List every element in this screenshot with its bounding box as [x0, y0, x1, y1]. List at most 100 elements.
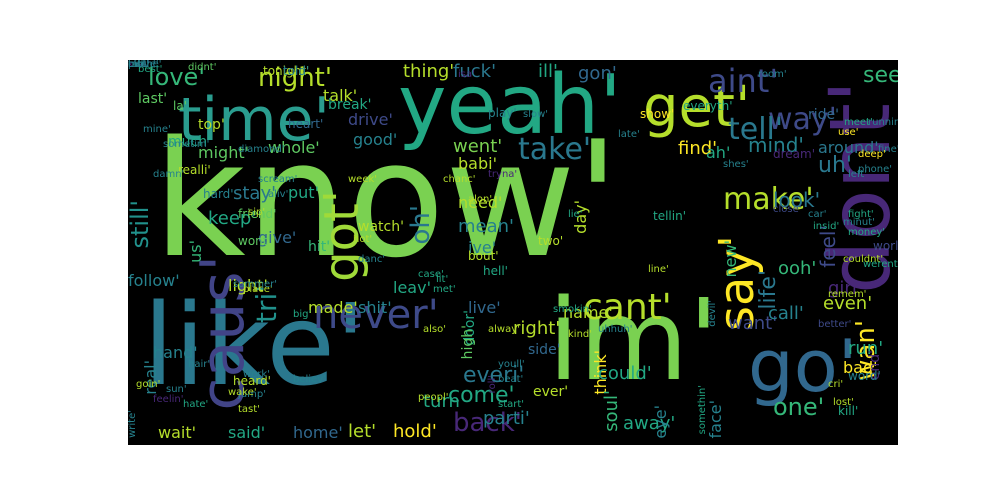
cloud-word: call'	[768, 303, 804, 324]
cloud-word: fine'	[878, 144, 898, 155]
cloud-word: name'	[563, 303, 613, 322]
cloud-word: mine'	[143, 124, 171, 135]
cloud-word: ride'	[808, 107, 839, 123]
cloud-word: could'	[598, 363, 652, 384]
cloud-word: around'	[818, 138, 879, 157]
cloud-word: kind'	[568, 329, 593, 340]
cloud-word: good'	[353, 130, 398, 149]
cloud-word: tast'	[238, 404, 260, 415]
cloud-word: big'	[293, 309, 312, 320]
cloud-word: left'	[848, 169, 867, 180]
cloud-word: last'	[138, 91, 168, 107]
cloud-word: face'	[706, 400, 725, 439]
cloud-word: heard'	[233, 374, 271, 388]
cloud-word: see'	[863, 63, 898, 88]
cloud-word: mind'	[748, 133, 804, 157]
cloud-word: said'	[228, 423, 266, 442]
cloud-word: babi'	[458, 154, 497, 173]
cloud-word: ever'	[533, 384, 569, 400]
cloud-word: sip'	[248, 207, 266, 218]
cloud-word: look'	[773, 188, 821, 212]
cloud-word: bout'	[468, 249, 499, 263]
cloud-word: hell'	[483, 264, 508, 278]
cloud-word: realli'	[178, 163, 211, 177]
cloud-word: find'	[678, 138, 718, 159]
cloud-word: hand'	[153, 343, 198, 362]
cloud-word: bad'	[843, 358, 878, 377]
cloud-word: away'	[623, 413, 676, 434]
cloud-word: way'	[768, 102, 837, 137]
cloud-word: side'	[528, 342, 561, 358]
cloud-word: minut'	[843, 217, 875, 228]
cloud-word: pull'	[128, 60, 149, 70]
cloud-word: leav'	[393, 278, 431, 297]
cloud-word: start'	[498, 399, 525, 410]
cloud-word: everyth'	[683, 99, 733, 113]
cloud-word: uh'	[818, 153, 852, 178]
cloud-word: thing'	[403, 61, 455, 82]
cloud-word: werent'	[863, 259, 898, 270]
cloud-word: yeah'	[398, 60, 622, 153]
cloud-word: damn'	[153, 169, 185, 180]
cloud-word: one'	[773, 393, 825, 421]
cloud-word: feelin'	[153, 394, 184, 405]
cloud-word: best'	[138, 64, 163, 75]
cloud-word: sun'	[166, 384, 187, 395]
cloud-word: kill'	[838, 404, 859, 418]
cloud-word: ill'	[538, 61, 558, 82]
cloud-word: use'	[838, 127, 859, 138]
cloud-word: wait'	[158, 423, 197, 442]
cloud-word: follow'	[128, 271, 180, 290]
cloud-word: oh'	[406, 205, 436, 245]
cloud-word: tell'	[728, 112, 784, 147]
cloud-word: move'	[128, 60, 159, 70]
cloud-word: even'	[823, 293, 873, 314]
cloud-word: love'	[148, 63, 205, 91]
cloud-word: watch'	[358, 219, 404, 235]
cloud-word: aliv'	[268, 189, 289, 200]
cloud-word: keep'	[208, 208, 257, 229]
cloud-word: write'	[128, 410, 138, 438]
cloud-word: hard'	[203, 187, 234, 201]
cloud-word: shes'	[723, 159, 749, 170]
cloud-word: remem'	[828, 289, 867, 300]
cloud-word: hot'	[353, 234, 373, 245]
cloud-word: aint'	[708, 62, 779, 100]
cloud-word: somethin'	[697, 385, 708, 435]
cloud-word: might'	[198, 143, 249, 162]
cloud-word: isa'	[458, 69, 475, 80]
cloud-word: la'	[173, 99, 187, 113]
cloud-word: make'	[723, 182, 814, 217]
cloud-word: still'	[128, 200, 154, 249]
cloud-word: new'	[721, 240, 740, 278]
cloud-word: goin'	[136, 379, 161, 390]
cloud-word: lost'	[833, 397, 854, 408]
cloud-word: tellin'	[653, 209, 686, 223]
cloud-word: whole'	[268, 138, 320, 157]
cloud-word: high'	[460, 325, 476, 360]
cloud-word: hold'	[393, 421, 437, 442]
cloud-word: im'	[548, 276, 720, 406]
cloud-word: ta'	[128, 60, 141, 70]
cloud-word: parti'	[483, 408, 530, 429]
cloud-word: light'	[228, 276, 268, 295]
cloud-word: top'	[198, 117, 225, 133]
cloud-word: youll'	[498, 359, 525, 370]
cloud-word: cant'	[583, 287, 672, 328]
cloud-word: world'	[873, 239, 898, 253]
cloud-word: need'	[458, 193, 503, 212]
cloud-word: insid'	[813, 221, 840, 232]
cloud-word: want'	[728, 313, 778, 334]
cloud-word: break'	[328, 97, 372, 113]
cloud-word: wont'	[238, 234, 271, 248]
cloud-word: alway'	[488, 324, 520, 335]
cloud-word: much'	[168, 134, 211, 150]
cloud-word: peopl'	[418, 392, 449, 403]
cloud-word: better'	[818, 319, 852, 330]
word-cloud-panel: know' like' im' yeah' time' dont' go' get' caus'…	[128, 60, 898, 445]
cloud-word: hair'	[188, 359, 211, 370]
cloud-word: fuck'	[453, 61, 497, 82]
cloud-word: alon'	[468, 194, 493, 205]
cloud-word: cri'	[828, 379, 844, 390]
cloud-word: time'	[178, 85, 331, 155]
